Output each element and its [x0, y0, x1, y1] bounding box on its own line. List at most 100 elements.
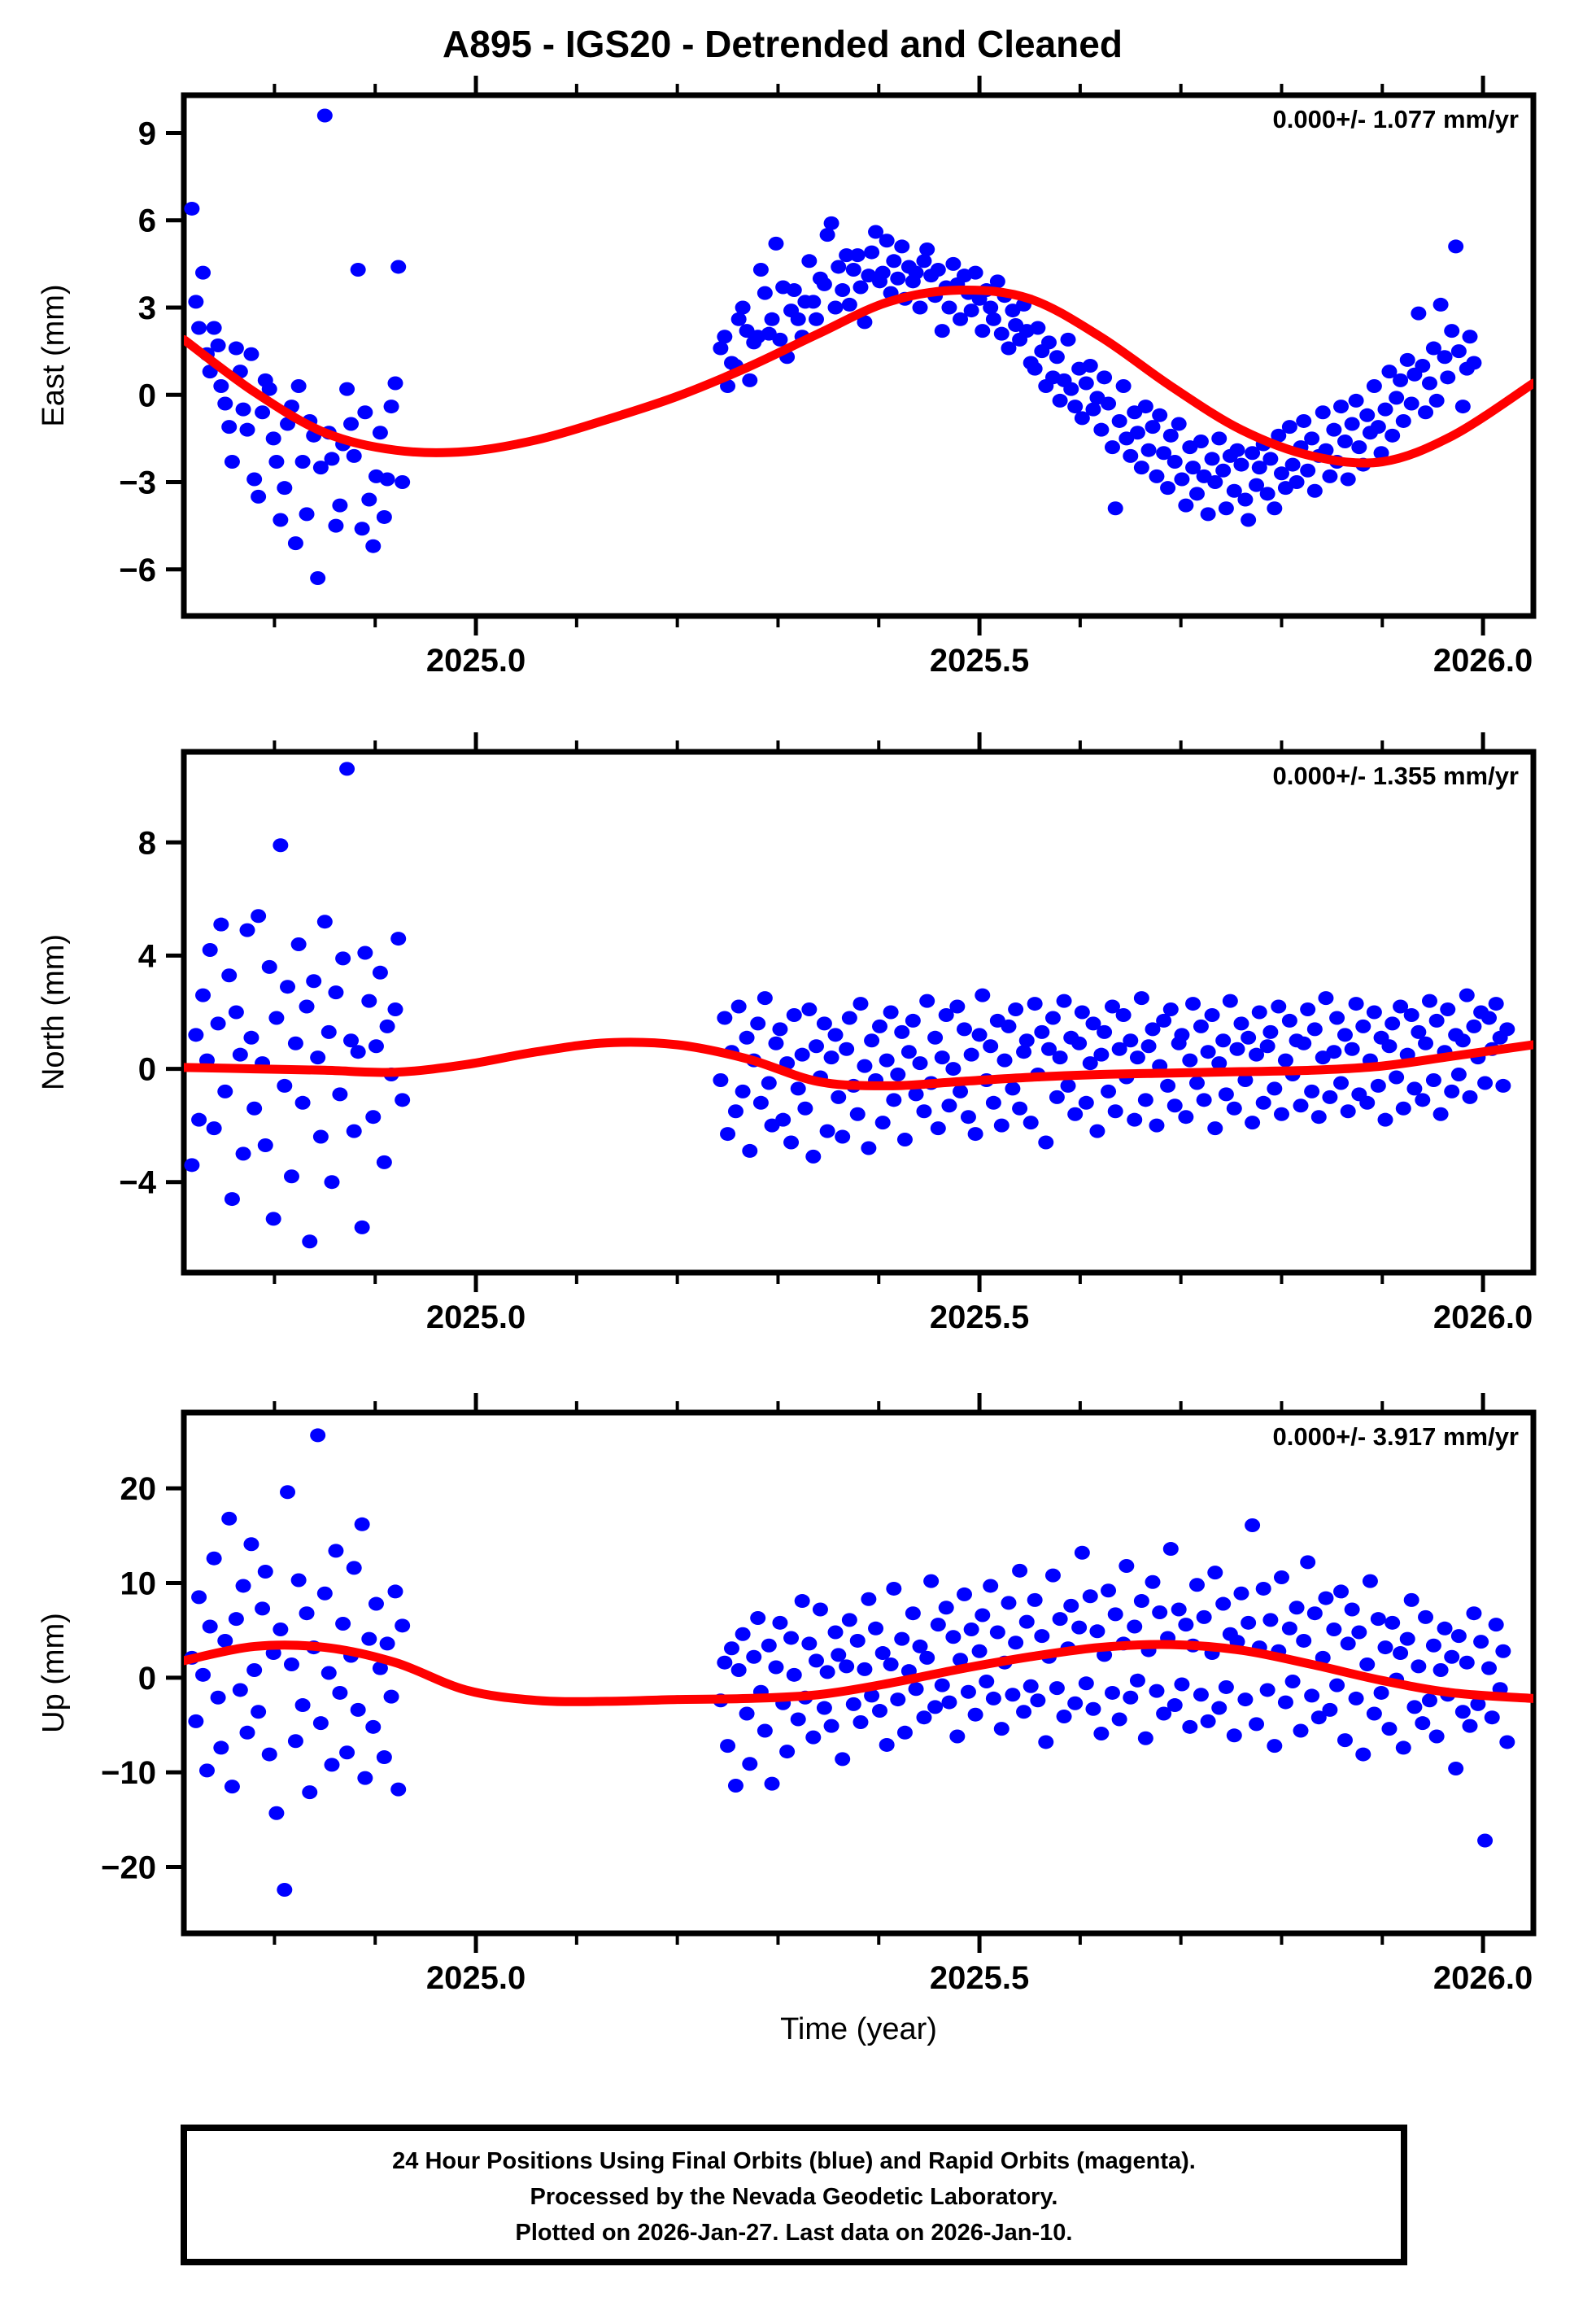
y-axis-tick-label: 4 — [138, 938, 157, 974]
data-point — [328, 1544, 344, 1558]
data-point — [883, 1005, 899, 1020]
plot-frame — [181, 92, 1537, 619]
data-point — [1293, 1723, 1309, 1738]
data-point — [210, 338, 226, 352]
data-point — [1097, 370, 1113, 385]
data-point — [1425, 1072, 1441, 1087]
data-point — [874, 265, 891, 280]
data-point — [1012, 1101, 1028, 1116]
data-point — [1127, 1619, 1143, 1634]
data-point — [1188, 1578, 1205, 1592]
data-point — [1145, 1022, 1161, 1037]
data-point — [908, 1682, 924, 1697]
data-point — [1193, 434, 1209, 448]
data-point — [1067, 1696, 1084, 1710]
data-point — [376, 1155, 392, 1169]
data-point — [835, 283, 851, 298]
data-point — [1296, 1036, 1312, 1050]
y-axis-tick-label: 0 — [138, 378, 156, 413]
data-point — [277, 481, 293, 496]
data-point — [1027, 361, 1043, 376]
data-point — [1267, 1081, 1283, 1096]
data-point — [239, 923, 255, 937]
y-axis-tick-label: 0 — [138, 1661, 156, 1697]
data-point — [1237, 1072, 1254, 1087]
data-point — [1444, 1084, 1460, 1098]
data-point — [742, 1757, 758, 1771]
data-point — [1196, 1093, 1212, 1107]
data-point — [1107, 1607, 1123, 1622]
data-point — [1245, 1518, 1261, 1532]
data-point — [724, 1641, 739, 1656]
data-point — [357, 946, 373, 960]
data-point — [243, 1537, 259, 1552]
data-point — [1023, 1679, 1039, 1693]
x-axis-tick-label: 2025.0 — [426, 1299, 525, 1335]
data-point — [1149, 1118, 1165, 1133]
data-point — [1477, 0, 1493, 7]
data-point — [1489, 0, 1504, 7]
data-point — [1027, 997, 1043, 1011]
x-axis-tick-label: 2025.0 — [426, 1960, 525, 1996]
data-point — [235, 1579, 251, 1593]
data-point — [1310, 1110, 1327, 1125]
data-point — [1289, 1601, 1305, 1615]
data-point — [912, 300, 928, 315]
data-point — [1381, 1722, 1398, 1736]
data-point — [819, 1665, 835, 1679]
data-point — [1415, 1716, 1431, 1731]
data-point — [1470, 1697, 1486, 1711]
data-point — [379, 472, 395, 487]
data-point — [246, 472, 263, 487]
data-point — [783, 1135, 800, 1150]
data-point — [1074, 1545, 1090, 1560]
data-point — [1259, 1683, 1275, 1697]
data-point — [823, 1050, 839, 1065]
data-point — [1251, 461, 1267, 475]
data-point — [1326, 1045, 1342, 1059]
data-point — [1273, 1570, 1289, 1584]
data-point — [273, 1622, 289, 1636]
data-point — [184, 1158, 200, 1173]
data-point — [794, 1594, 810, 1609]
data-point — [849, 1633, 866, 1648]
data-point — [1241, 1030, 1257, 1045]
data-point — [1333, 1584, 1350, 1599]
data-point — [191, 1590, 207, 1605]
data-point — [1418, 405, 1434, 420]
data-point — [1063, 382, 1079, 396]
data-point — [941, 300, 957, 315]
data-point — [857, 315, 873, 330]
data-point — [283, 1169, 299, 1184]
data-point — [1370, 1078, 1386, 1093]
data-point — [1466, 1606, 1482, 1621]
data-point — [1211, 1701, 1228, 1715]
data-point — [1101, 1583, 1117, 1598]
data-point — [1129, 1673, 1145, 1688]
data-point — [294, 1095, 311, 1110]
data-point — [1034, 1629, 1050, 1644]
data-point — [213, 379, 229, 394]
data-point — [1018, 1614, 1035, 1629]
data-point — [1389, 1070, 1405, 1085]
data-point — [1421, 1693, 1437, 1708]
data-point — [949, 999, 966, 1014]
data-point — [809, 312, 824, 326]
data-point — [1403, 1007, 1419, 1022]
data-point — [217, 396, 233, 411]
data-point — [730, 999, 747, 1014]
data-point — [243, 347, 259, 361]
data-point — [1156, 1013, 1172, 1028]
rate-annotation: 0.000+/- 3.917 mm/yr — [1273, 1422, 1519, 1451]
data-point — [1418, 1036, 1434, 1050]
data-point — [1016, 1705, 1032, 1719]
data-point — [1329, 1011, 1345, 1025]
data-point — [735, 300, 751, 315]
data-point — [213, 1740, 229, 1755]
data-point — [720, 1127, 736, 1142]
data-point — [379, 1019, 395, 1033]
data-point — [739, 1706, 755, 1721]
data-point — [268, 1011, 285, 1025]
data-point — [198, 1763, 215, 1778]
data-point — [1060, 332, 1076, 347]
